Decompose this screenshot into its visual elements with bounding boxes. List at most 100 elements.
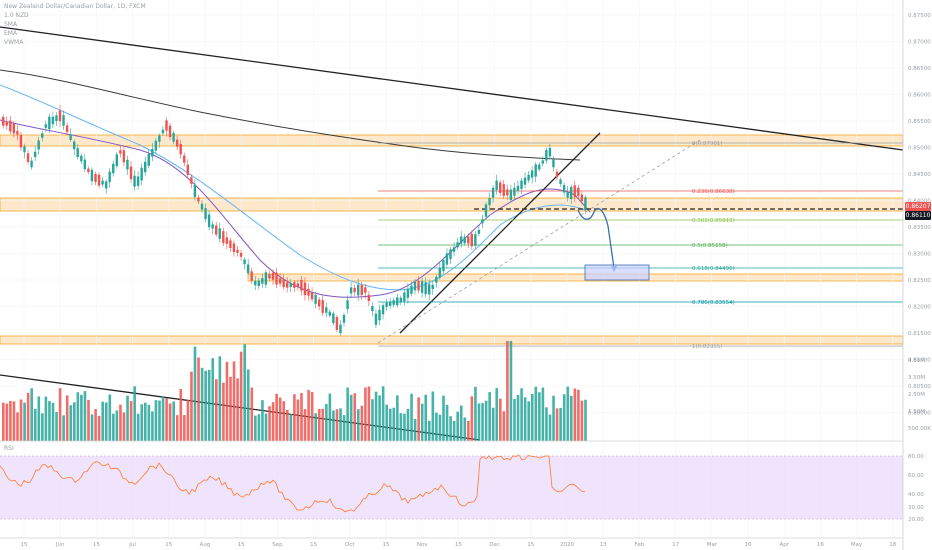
volume-bar xyxy=(523,397,527,441)
volume-tick-label: 1.50M xyxy=(908,409,925,415)
candle-body xyxy=(83,159,87,170)
volume-bar xyxy=(44,396,48,441)
candle-body xyxy=(136,176,140,186)
candle-body xyxy=(172,132,175,142)
candle-body xyxy=(12,123,16,134)
price-tick-label: 0.82500 xyxy=(908,278,931,284)
time-tick-label: 15 xyxy=(21,542,28,548)
candle-body xyxy=(399,297,402,303)
candle-body xyxy=(367,294,371,302)
volume-bar xyxy=(5,403,9,441)
volume-bar xyxy=(76,392,80,441)
volume-bar xyxy=(420,403,424,441)
volume-bar xyxy=(353,393,357,441)
candle-body xyxy=(229,240,232,249)
candle-body xyxy=(317,299,321,307)
candle-body xyxy=(456,242,459,248)
price-tick-label: 0.87500 xyxy=(908,13,931,19)
volume-bar xyxy=(286,409,289,441)
candle-body xyxy=(342,314,346,323)
volume-bar xyxy=(186,399,190,441)
fib-level-label: 0.786(0.83554) xyxy=(692,300,735,306)
volume-bar xyxy=(328,393,332,441)
volume-bar xyxy=(527,401,530,441)
candle-body xyxy=(69,134,72,140)
candle-body xyxy=(168,125,172,138)
candle-body xyxy=(41,133,44,138)
candle-body xyxy=(37,140,40,150)
volume-bar xyxy=(80,394,83,441)
volume-bar xyxy=(190,371,193,441)
candle-body xyxy=(470,233,473,247)
time-tick-label: 15 xyxy=(455,542,462,548)
volume-bar xyxy=(243,344,246,441)
candle-body xyxy=(321,300,324,313)
candle-body xyxy=(353,287,356,293)
volume-bar xyxy=(48,401,51,441)
volume-bar xyxy=(541,387,545,441)
time-tick-label: Feb xyxy=(635,542,645,548)
current-price-tag: 0.86207 xyxy=(905,202,931,211)
volume-bar xyxy=(97,415,101,441)
candle-body xyxy=(250,271,253,281)
volume-bar xyxy=(275,393,278,441)
candle-body xyxy=(175,139,179,147)
volume-bar xyxy=(133,386,136,441)
volume-bar xyxy=(204,370,207,441)
volume-bar xyxy=(250,387,254,441)
candle-body xyxy=(278,278,282,284)
marked-price-tag: 0.86110 xyxy=(905,211,931,220)
volume-bar xyxy=(445,404,449,441)
volume-tick-label: 3.50M xyxy=(908,375,925,381)
price-tick-label: 0.86500 xyxy=(908,66,931,72)
time-tick-label: Jul xyxy=(128,542,136,548)
candle-body xyxy=(80,155,83,162)
candle-body xyxy=(474,234,477,246)
volume-bar xyxy=(378,395,381,441)
rsi-tick-label: 80.00 xyxy=(908,454,924,460)
price-tick-label: 0.82000 xyxy=(908,305,931,311)
rsi-label: RSI xyxy=(4,445,14,452)
volume-bar xyxy=(307,389,310,441)
volume-bar xyxy=(467,420,470,441)
volume-bar xyxy=(456,411,459,441)
candle-body xyxy=(243,259,246,265)
candle-body xyxy=(520,180,523,189)
volume-bar xyxy=(172,401,175,441)
price-tick-label: 0.87000 xyxy=(908,40,931,46)
time-tick-label: 15 xyxy=(310,542,317,548)
candle-body xyxy=(548,147,552,157)
candle-body xyxy=(62,115,65,126)
candle-body xyxy=(534,164,537,177)
fibonacci-levels: 0(0.87901) 0.236(0.86638) 0.382(0.85819) 0.… xyxy=(378,141,903,350)
volume-bar xyxy=(207,369,211,441)
candle-body xyxy=(495,180,498,190)
candle-body xyxy=(392,300,395,305)
volume-bar xyxy=(364,387,367,441)
candle-body xyxy=(254,280,257,286)
candle-body xyxy=(55,115,58,121)
volume-bar xyxy=(293,394,296,441)
candle-body xyxy=(378,309,381,321)
candle-body xyxy=(303,282,307,296)
rsi-tick-label: 60.00 xyxy=(908,473,924,479)
time-tick-label: 15 xyxy=(165,542,172,548)
time-tick-label: Nov xyxy=(417,542,428,548)
volume-bar xyxy=(104,402,108,441)
candle-body xyxy=(417,281,420,291)
volume-bar xyxy=(484,400,488,441)
candle-body xyxy=(491,187,495,198)
volume-bar xyxy=(16,412,19,441)
candle-body xyxy=(144,161,147,173)
candle-body xyxy=(516,185,520,191)
time-tick-label: 15 xyxy=(527,542,534,548)
volume-bar xyxy=(520,388,523,441)
volume-bar xyxy=(41,413,44,441)
candle-body xyxy=(158,135,161,142)
volume-bar xyxy=(513,399,516,441)
candle-body xyxy=(151,148,154,157)
candle-body xyxy=(566,191,569,198)
volume-bar xyxy=(584,399,587,441)
volume-bar xyxy=(165,398,168,441)
